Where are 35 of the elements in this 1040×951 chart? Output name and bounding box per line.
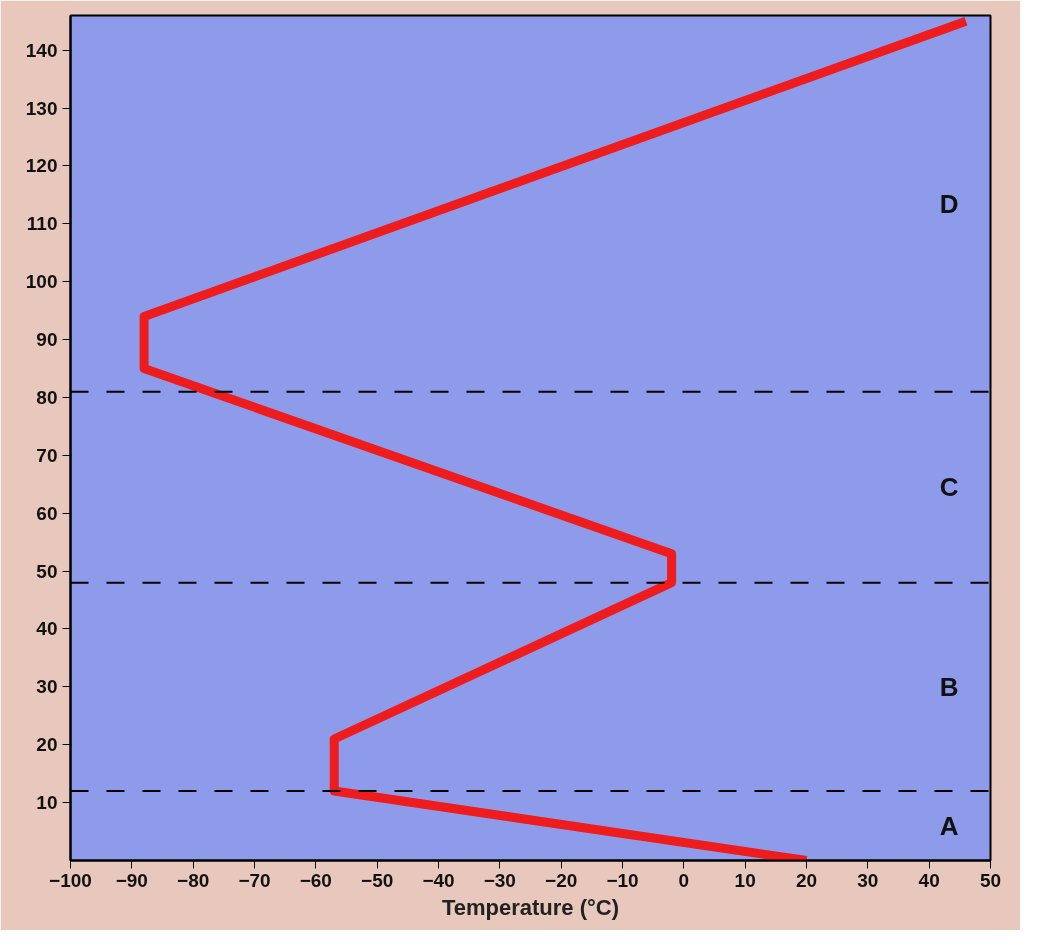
y-tick-label: 30: [36, 676, 58, 698]
x-tick-label: 20: [795, 869, 818, 891]
x-tick-label: 50: [979, 869, 1002, 891]
x-tick-label: −50: [361, 869, 394, 891]
y-tick-label: 100: [25, 271, 58, 293]
x-axis-title: Temperature (°C): [441, 894, 620, 920]
x-tick-label: −40: [422, 869, 455, 891]
y-tick-label: 70: [36, 444, 58, 466]
y-tick-label: 90: [36, 329, 58, 351]
annotation: D: [939, 188, 959, 219]
x-tick-label: −70: [238, 869, 271, 891]
x-tick-label: −20: [545, 869, 578, 891]
y-tick-label: 130: [25, 97, 58, 119]
y-tick-label: 140: [25, 39, 58, 61]
y-tick-label: 80: [36, 386, 58, 408]
y-tick-label: 40: [36, 618, 58, 640]
x-tick-label: −30: [483, 869, 516, 891]
annotation: C: [939, 472, 959, 503]
x-tick-label: 30: [857, 869, 879, 891]
x-tick-label: −60: [299, 869, 332, 891]
x-tick-label: 0: [678, 869, 690, 891]
y-tick-label: 10: [36, 792, 58, 814]
y-tick-label: 60: [36, 502, 58, 524]
x-tick-label: 40: [918, 869, 940, 891]
x-tick-label: −90: [115, 869, 148, 891]
y-tick-label: 110: [26, 213, 58, 235]
x-tick-label: 10: [734, 869, 756, 891]
y-tick-label: 20: [36, 734, 58, 756]
annotation: B: [939, 671, 959, 702]
annotation: A: [939, 810, 959, 841]
x-tick-label: −100: [49, 869, 92, 891]
x-tick-label: −80: [177, 869, 210, 891]
y-tick-label: 50: [36, 560, 58, 582]
x-tick-label: −10: [606, 869, 639, 891]
y-tick-label: 120: [25, 155, 58, 177]
